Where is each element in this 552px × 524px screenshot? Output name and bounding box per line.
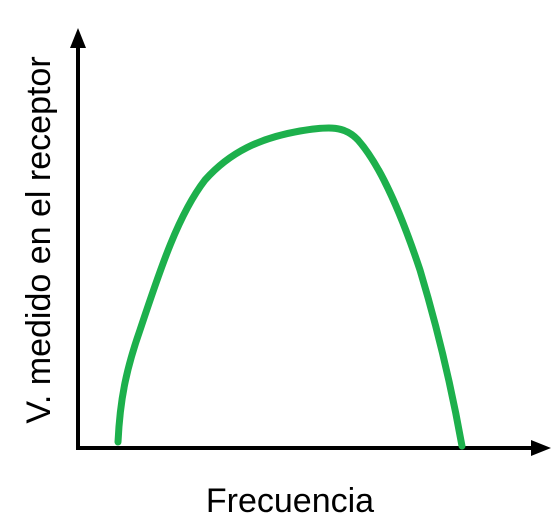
x-axis-arrow [531,440,551,456]
y-axis-label: V. medido en el receptor [20,56,58,423]
x-axis-label: Frecuencia [206,482,374,520]
y-axis-arrow [70,28,86,48]
response-curve [114,124,466,450]
